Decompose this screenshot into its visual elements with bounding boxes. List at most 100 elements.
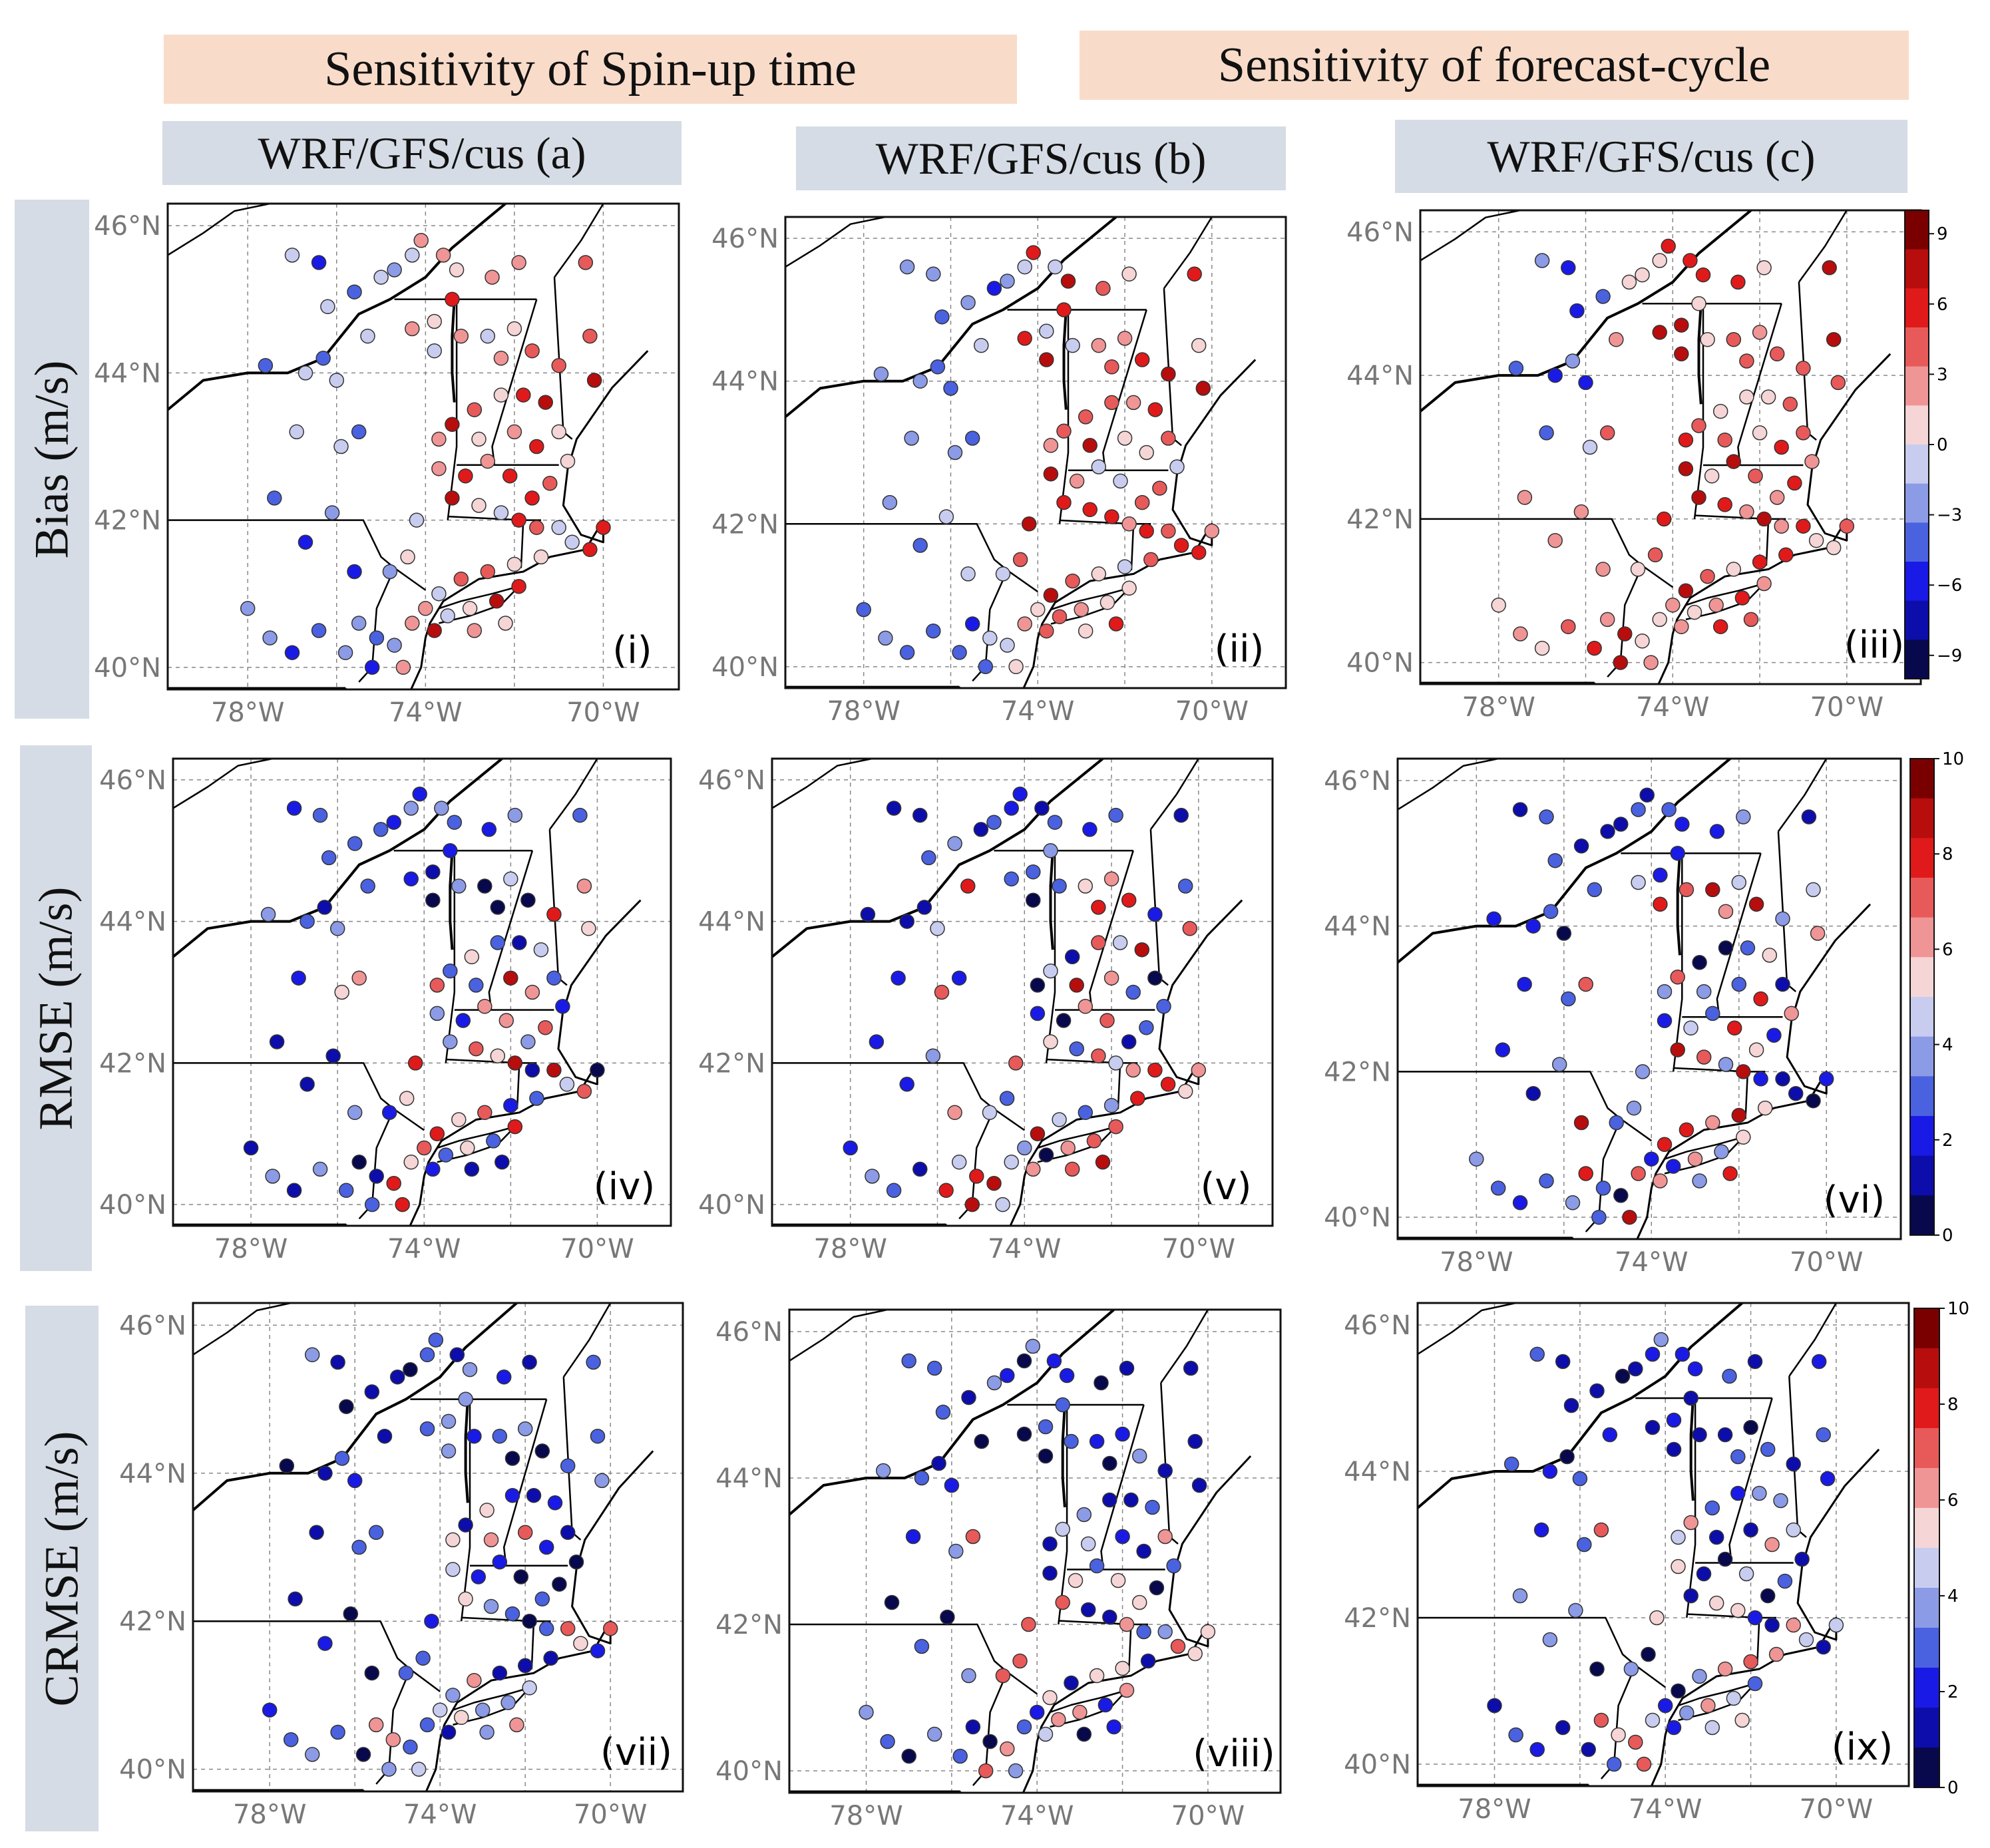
station-point	[1730, 274, 1746, 290]
station-point	[1103, 871, 1119, 887]
station-point	[964, 1197, 980, 1212]
station-point	[1069, 978, 1084, 993]
station-point	[492, 1428, 508, 1444]
station-point	[1064, 1161, 1080, 1177]
lat-tick-label: 46°N	[715, 1317, 783, 1348]
station-point	[1818, 1071, 1834, 1087]
lat-tick-label: 42°N	[715, 1610, 783, 1640]
lat-tick-label: 42°N	[1324, 1057, 1391, 1087]
station-point	[1469, 1151, 1484, 1167]
lat-tick-label: 46°N	[119, 1310, 186, 1341]
lat-tick-label: 44°N	[698, 907, 765, 938]
station-point	[298, 534, 313, 550]
map-frame	[192, 1302, 684, 1793]
map-panel-2: 46°N 44°N 42°N 40°N 78°W 74°W 70°W (ii)	[711, 216, 1287, 727]
station-point	[1683, 1588, 1698, 1604]
station-point	[524, 984, 540, 1000]
station-point	[935, 1404, 951, 1420]
lon-tick-label: 70°W	[566, 697, 640, 728]
station-point	[483, 1598, 499, 1614]
station-point	[1661, 238, 1676, 254]
lon-tick-label: 78°W	[233, 1799, 306, 1830]
station-point	[432, 1702, 448, 1718]
station-point	[334, 1451, 350, 1466]
station-point	[1705, 882, 1720, 898]
station-point	[912, 373, 928, 389]
canada-border	[785, 217, 886, 268]
station-point	[960, 566, 976, 582]
station-point	[1718, 940, 1734, 956]
station-point	[576, 1083, 592, 1099]
colorbar-tick-label: 6	[1947, 1491, 1959, 1511]
station-point	[951, 970, 967, 986]
station-point	[1204, 523, 1220, 539]
station-point	[948, 1543, 964, 1559]
station-point	[1581, 1742, 1596, 1757]
station-point	[1796, 361, 1811, 376]
station-point	[524, 490, 540, 506]
station-point	[930, 359, 946, 375]
station-point	[1106, 1719, 1121, 1735]
station-point	[1615, 1368, 1631, 1384]
lon-tick-label: 70°W	[1162, 1234, 1235, 1264]
station-point	[1038, 1419, 1054, 1435]
lon-tick-label: 70°W	[1800, 1794, 1873, 1825]
station-point	[284, 645, 300, 660]
station-point	[1102, 1609, 1117, 1625]
station-point	[1177, 1083, 1193, 1099]
station-point	[443, 843, 458, 858]
column-header-c: WRF/GFS/cus (c)	[1395, 120, 1907, 193]
station-point	[1756, 576, 1772, 592]
station-point	[1736, 1064, 1751, 1079]
station-point	[445, 291, 460, 307]
canada-border	[789, 1310, 888, 1362]
station-point	[1652, 253, 1667, 268]
station-point	[1157, 1463, 1173, 1479]
lat-tick-label: 44°N	[1324, 912, 1391, 942]
station-point	[1152, 480, 1167, 496]
map-frame	[172, 757, 672, 1227]
station-point	[582, 328, 598, 344]
station-point	[899, 914, 914, 929]
station-point	[1104, 395, 1119, 411]
station-point	[1734, 1712, 1750, 1728]
station-point	[1675, 817, 1690, 832]
station-point	[427, 623, 442, 638]
station-point	[1696, 1049, 1712, 1065]
colorbar-segment	[1905, 483, 1929, 523]
station-point	[311, 623, 327, 638]
station-point	[427, 313, 442, 329]
station-point	[1687, 1151, 1703, 1167]
state-border-ct-ri	[520, 520, 524, 568]
station-point	[1568, 1602, 1583, 1618]
station-point	[1115, 1426, 1130, 1442]
station-point	[1108, 1119, 1123, 1135]
station-point	[1787, 475, 1802, 491]
station-point	[400, 549, 415, 565]
lat-tick-label: 42°N	[698, 1048, 765, 1079]
station-point	[1645, 1712, 1661, 1728]
station-point	[1726, 331, 1742, 347]
state-border-ct-ri	[1130, 524, 1135, 571]
station-point	[1561, 260, 1576, 276]
map-background	[193, 1303, 683, 1791]
station-point	[1012, 786, 1028, 802]
station-point	[886, 801, 902, 816]
station-point	[1094, 1375, 1109, 1391]
station-point	[1760, 389, 1776, 405]
station-point	[389, 1369, 405, 1385]
station-point	[419, 1347, 435, 1363]
station-point	[1830, 375, 1846, 391]
station-point	[1622, 1209, 1637, 1225]
station-point	[431, 586, 447, 602]
station-point	[1134, 494, 1150, 510]
station-point	[1679, 1705, 1694, 1721]
colorbar-tick-label: 0	[1937, 435, 1948, 455]
station-point	[930, 921, 945, 936]
station-point	[462, 601, 478, 616]
station-point	[1547, 532, 1563, 548]
station-point	[1056, 302, 1072, 317]
station-point	[875, 1463, 891, 1479]
station-point	[926, 1726, 942, 1742]
station-point	[419, 1421, 435, 1437]
